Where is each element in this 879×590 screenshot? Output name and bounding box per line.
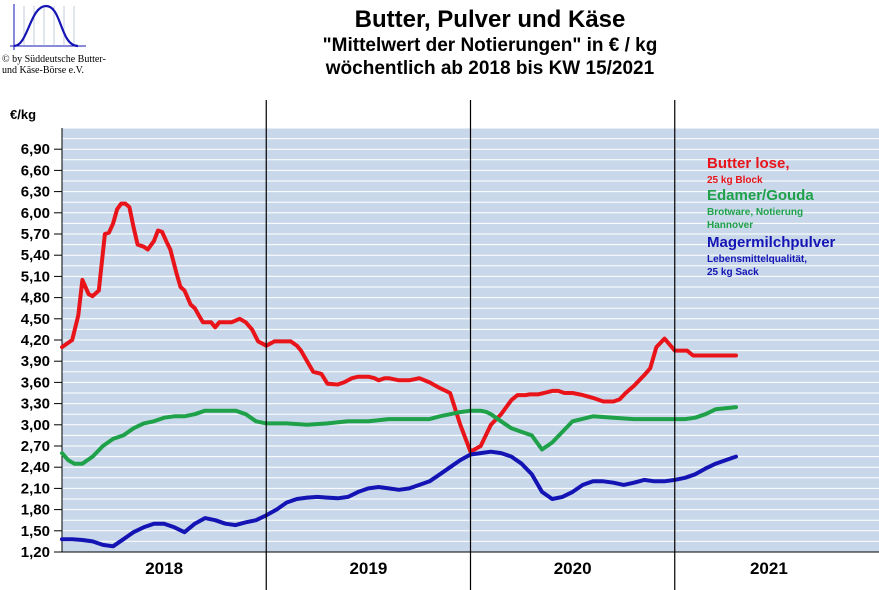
y-tick-label: 6,30 [21,184,50,201]
copyright-line-2: und Käse-Börse e.V. [2,65,85,76]
x-year-labels: 2018 2019 2020 2021 [145,559,788,578]
y-tick-marks [54,148,62,553]
legend-entry-detail: 25 kg Block [707,175,763,186]
y-tick-label: 2,10 [21,480,50,497]
legend-entry-title: Magermilchpulver [707,234,836,251]
x-tick-label: 2018 [145,559,183,578]
y-tick-label: 4,20 [21,332,50,349]
y-tick-label: 3,30 [21,396,50,413]
y-tick-label: 3,00 [21,417,50,434]
sine-wave-logo-icon [8,2,88,54]
y-tick-label: 4,80 [21,290,50,307]
y-tick-label: 6,90 [21,141,50,158]
y-tick-label: 3,90 [21,353,50,370]
x-tick-label: 2021 [750,559,788,578]
y-tick-label: 1,80 [21,502,50,519]
y-tick-label: 2,40 [21,459,50,476]
page-subtitle: "Mittelwert der Notierungen" in € / kg [322,35,658,56]
copyright-line-1: © by Süddeutsche Butter- [2,54,106,65]
y-tick-label: 6,00 [21,205,50,222]
copyright-note: © by Süddeutsche Butter- und Käse-Börse … [2,54,106,76]
y-tick-label: 5,10 [21,268,50,285]
series-line-powder [60,449,738,549]
y-axis-label: €/kg [10,107,36,122]
y-tick-label: 6,60 [21,162,50,179]
year-dividers [62,100,879,590]
legend-entry-detail: Hannover [707,220,753,231]
x-tick-label: 2020 [554,559,592,578]
series-line-cheese [60,405,738,466]
x-tick-label: 2019 [349,559,387,578]
legend-entry-title: Butter lose, [707,155,790,172]
legend-entry-detail: Lebensmittelqualität, [707,254,807,265]
y-tick-label: 3,60 [21,374,50,391]
series-lines [60,201,738,549]
title-block: Butter, Pulver und Käse "Mittelwert der … [220,6,760,80]
y-tick-label: 5,40 [21,247,50,264]
series-line-butter [60,201,738,454]
y-tick-label: 4,50 [21,311,50,328]
y-tick-label: 1,50 [21,523,50,540]
y-tick-label: 2,70 [21,438,50,455]
legend-entry-title: Edamer/Gouda [707,187,814,204]
page-subtitle-2: wöchentlich ab 2018 bis KW 15/2021 [325,58,655,79]
legend-entry-detail: Brotware, Notierung [707,207,803,218]
y-tick-label: 5,70 [21,226,50,243]
y-tick-label: 1,20 [21,544,50,561]
legend-entry-detail: 25 kg Sack [707,267,759,278]
y-tick-labels: 1,20 1,50 1,80 2,10 2,40 2,70 3,00 3,30 3,60 3,90… [21,141,50,561]
page-title: Butter, Pulver und Käse [354,6,626,33]
